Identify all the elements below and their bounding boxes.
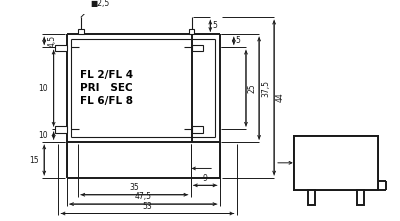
Bar xyxy=(189,29,194,34)
Text: PRI   SEC: PRI SEC xyxy=(80,83,132,93)
Text: 47,5: 47,5 xyxy=(135,192,152,201)
Bar xyxy=(56,45,67,51)
Text: 4,5: 4,5 xyxy=(48,35,57,47)
Text: 37,5: 37,5 xyxy=(261,80,270,97)
Text: 10: 10 xyxy=(38,131,48,140)
Bar xyxy=(357,190,364,205)
Text: 25: 25 xyxy=(248,83,257,93)
Bar xyxy=(78,29,84,34)
Bar xyxy=(56,126,67,133)
Text: FL 6/FL 8: FL 6/FL 8 xyxy=(80,96,133,106)
Bar xyxy=(192,126,203,133)
Text: ■2,5: ■2,5 xyxy=(90,0,110,8)
Text: 15: 15 xyxy=(29,156,39,164)
Bar xyxy=(192,45,203,51)
Text: FL 2/FL 4: FL 2/FL 4 xyxy=(80,70,133,80)
Text: 35: 35 xyxy=(130,183,139,192)
Text: 44: 44 xyxy=(276,93,285,103)
Text: 5: 5 xyxy=(236,36,240,45)
Bar xyxy=(294,136,378,190)
Text: 5: 5 xyxy=(212,21,217,30)
Text: 9: 9 xyxy=(203,173,208,183)
Text: 53: 53 xyxy=(142,202,152,211)
Bar xyxy=(308,190,316,205)
Text: 10: 10 xyxy=(38,84,48,93)
